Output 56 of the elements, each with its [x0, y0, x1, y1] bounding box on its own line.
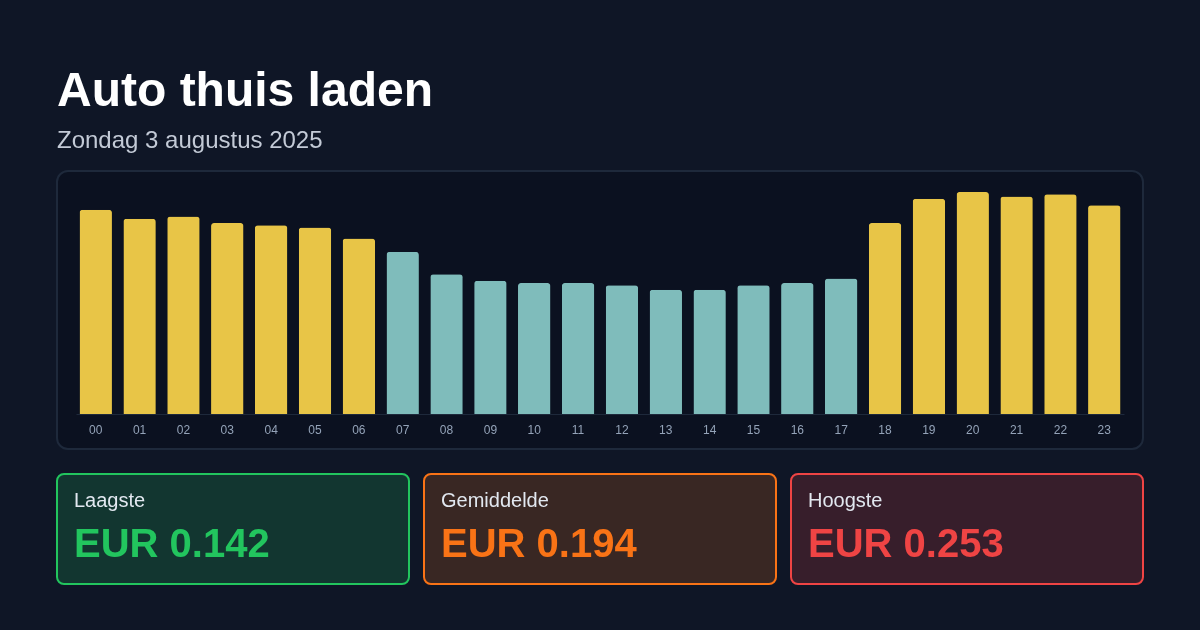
category-label: Laagste [74, 489, 146, 512]
x-tick-label: 06 [352, 422, 366, 437]
x-tick-label: 04 [264, 422, 279, 437]
bar [167, 216, 200, 414]
bar [561, 283, 595, 414]
x-tick-label: 05 [308, 422, 322, 437]
x-tick-label: 09 [483, 422, 498, 437]
bar [79, 209, 112, 414]
x-tick-label: 22 [1053, 422, 1068, 437]
x-tick-label: 20 [966, 422, 980, 437]
x-tick-label: 08 [439, 422, 454, 437]
bar [342, 238, 376, 414]
x-tick-label: 01 [132, 422, 147, 437]
x-tick-label: 23 [1097, 422, 1112, 437]
x-tick-label: 12 [615, 422, 629, 437]
x-tick-label: 14 [702, 422, 717, 437]
bar [737, 285, 770, 414]
x-tick-label: 19 [922, 422, 936, 437]
x-tick-label: 03 [220, 422, 235, 437]
bar [956, 192, 989, 414]
bar [298, 227, 332, 414]
bar [430, 274, 463, 414]
bar [1000, 196, 1033, 414]
chart-subtitle: Zondag 3 augustus 2025 [57, 126, 324, 154]
chart-title: Auto thuis laden [57, 62, 433, 118]
bar [605, 285, 639, 414]
bar [211, 223, 244, 414]
bar [474, 280, 507, 414]
bar [824, 278, 858, 414]
x-tick-label: 17 [834, 422, 849, 437]
x-tick-label: 16 [790, 422, 805, 437]
bar [1044, 194, 1077, 414]
bar [912, 198, 946, 414]
x-tick-label: 11 [571, 422, 585, 437]
x-tick-label: 13 [659, 422, 673, 437]
x-tick-label: 07 [396, 422, 410, 437]
text: EUR 0.253 [808, 521, 1004, 565]
category-label: Hoogste [808, 489, 883, 512]
x-tick-label: 21 [1009, 422, 1024, 437]
bar [781, 283, 814, 414]
bar [123, 218, 156, 414]
bar [386, 251, 419, 414]
x-tick-label: 00 [89, 422, 103, 437]
x-tick-label: 15 [746, 422, 761, 437]
text: EUR 0.194 [441, 521, 637, 565]
x-tick-label: 10 [527, 422, 542, 437]
bar [649, 289, 682, 414]
bar [1088, 205, 1121, 414]
category-label: Gemiddelde [441, 489, 549, 512]
bar [693, 289, 726, 414]
x-tick-label: 02 [176, 422, 191, 437]
bar [868, 223, 902, 414]
text: EUR 0.142 [74, 521, 270, 565]
bar [254, 225, 288, 414]
x-tick-label: 18 [878, 422, 893, 437]
bar [518, 283, 551, 414]
